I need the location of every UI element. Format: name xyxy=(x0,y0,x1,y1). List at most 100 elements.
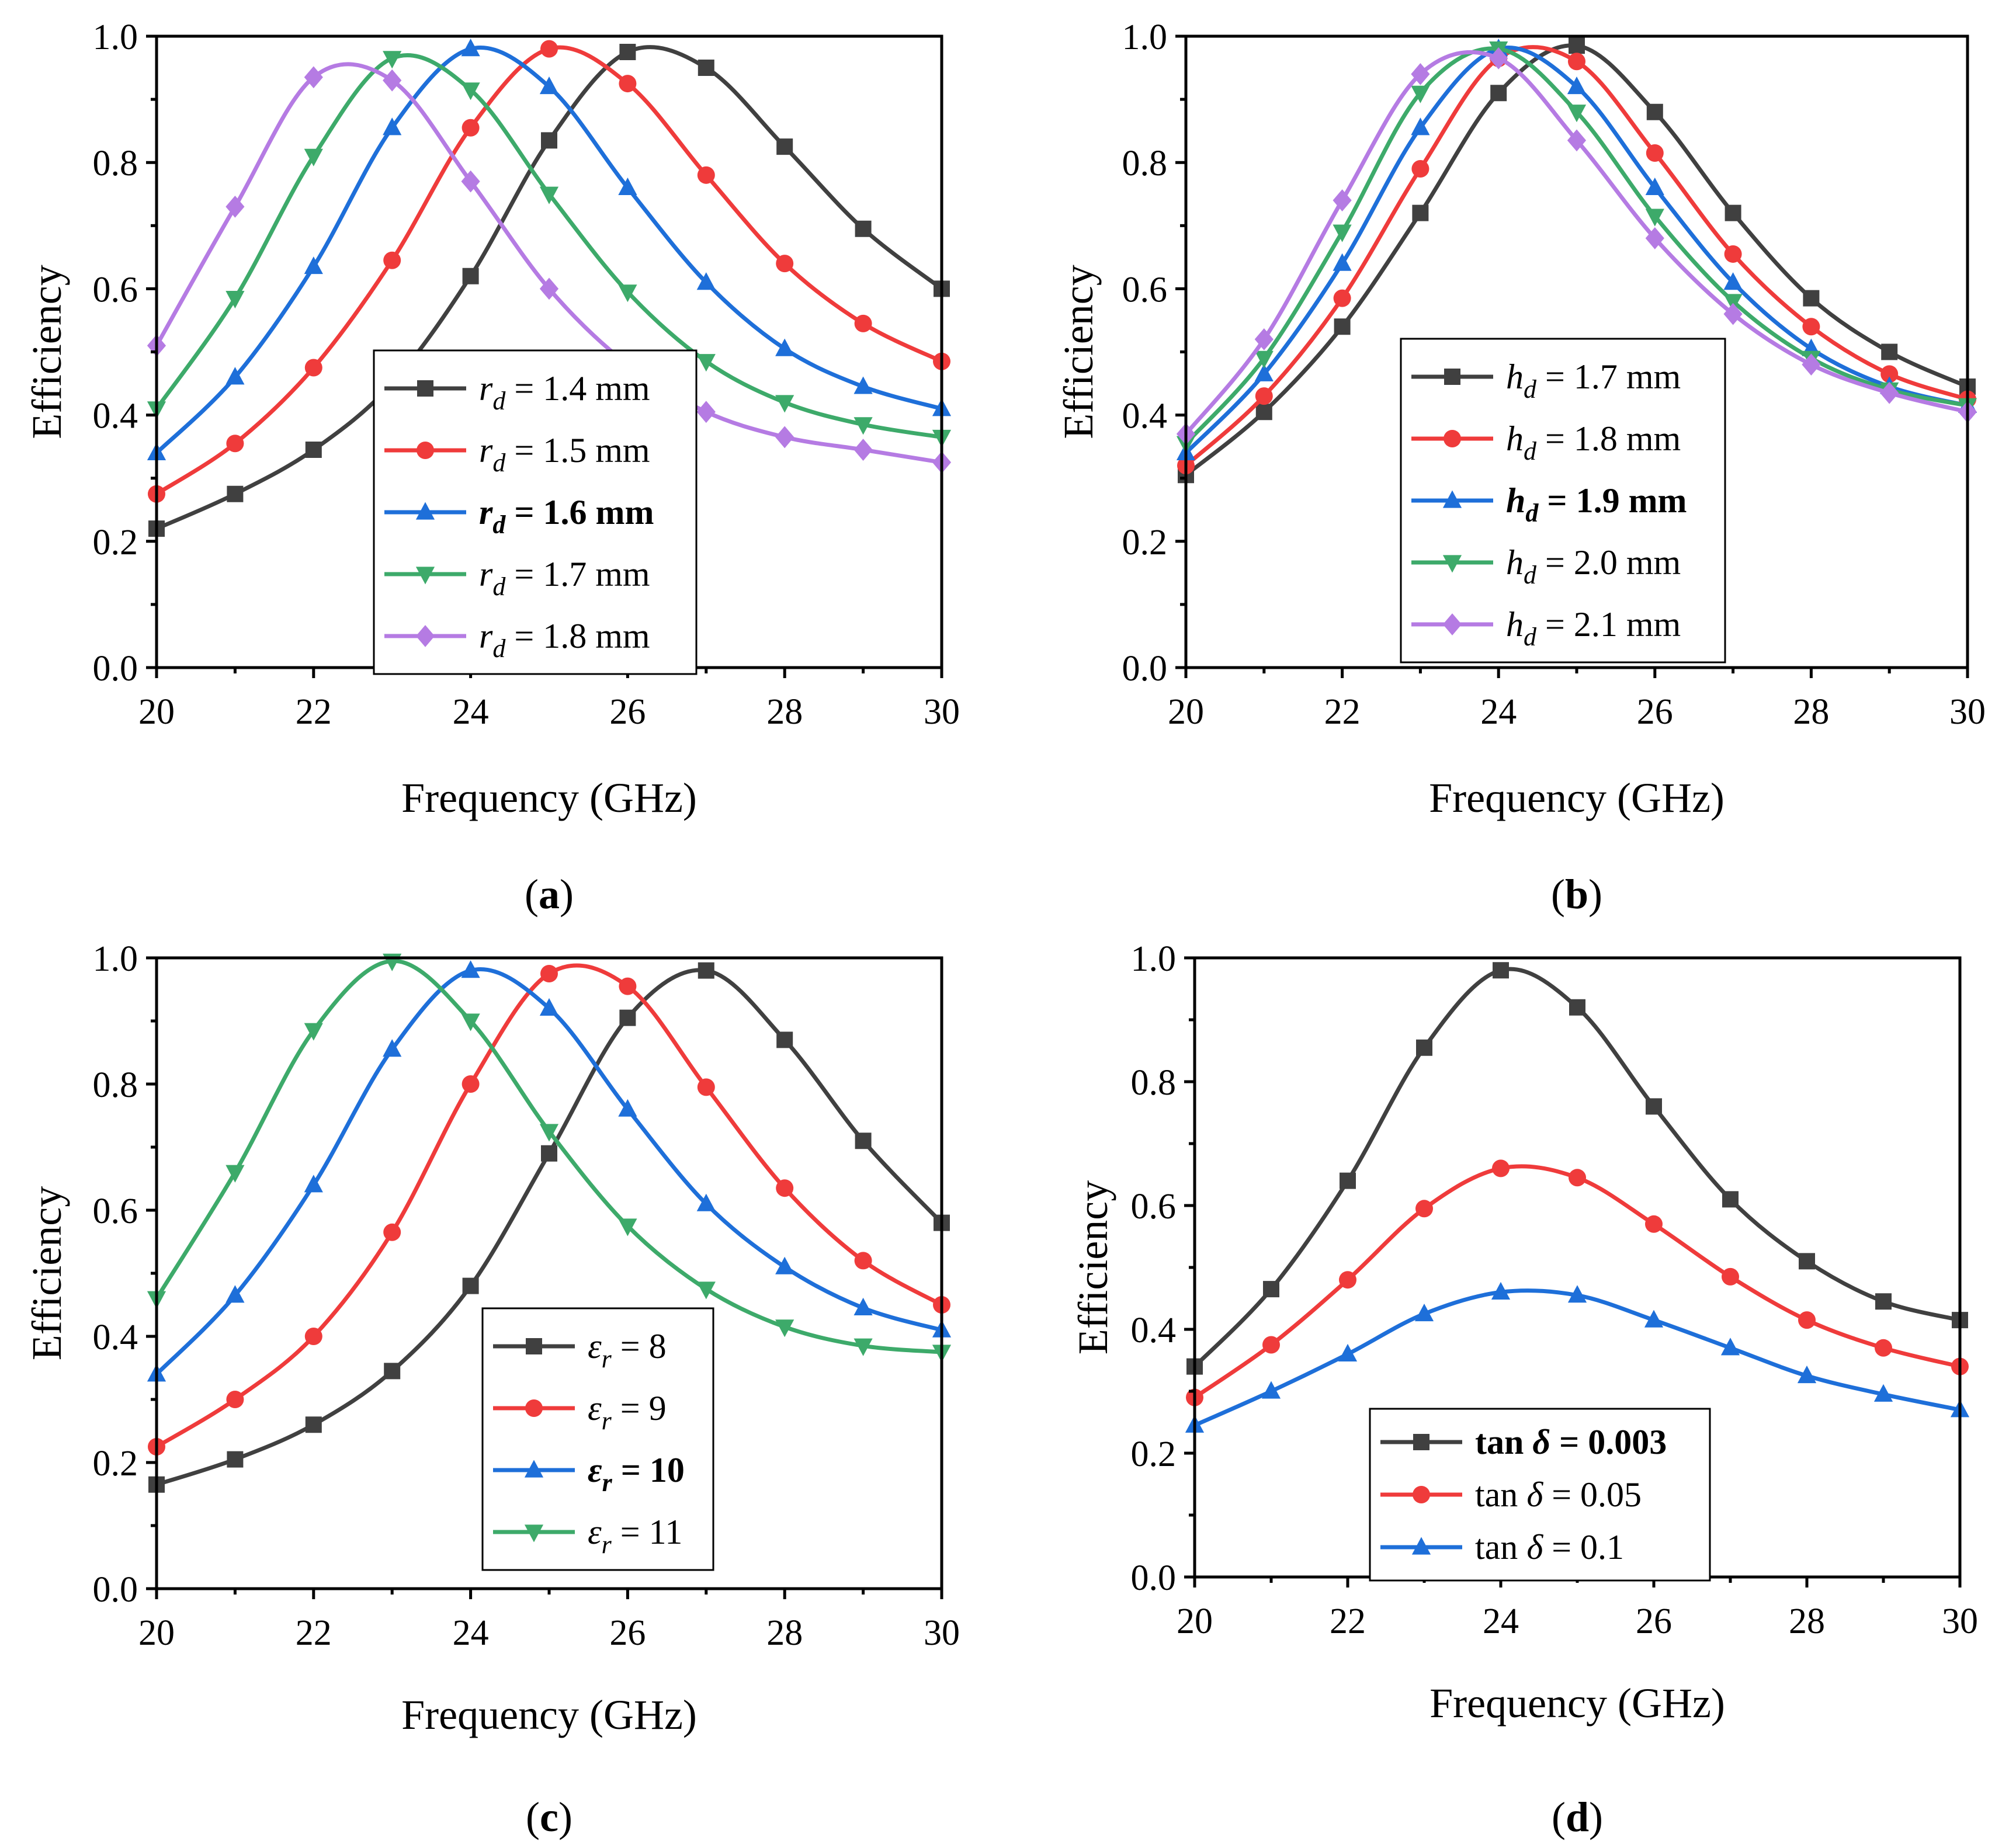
data-point xyxy=(1567,105,1587,123)
data-point xyxy=(1569,1169,1586,1187)
x-axis-title: Frequency (GHz) xyxy=(1429,774,1725,821)
data-point xyxy=(225,367,245,385)
data-point xyxy=(618,1099,637,1117)
data-point xyxy=(462,1277,479,1294)
legend-entry-2: tan δ = 0.05 xyxy=(1475,1475,1642,1514)
data-point xyxy=(1333,289,1351,307)
data-point xyxy=(1645,227,1664,249)
data-point xyxy=(1415,1200,1433,1218)
data-point xyxy=(1875,1293,1892,1310)
data-point xyxy=(696,354,716,372)
data-point xyxy=(461,170,480,193)
data-point xyxy=(225,291,245,309)
data-point xyxy=(227,1451,244,1468)
data-point xyxy=(1567,129,1587,152)
legend-entry-1: εr = 8 xyxy=(588,1327,667,1373)
legend: tan δ = 0.003 tan δ = 0.05 tan δ = 0.1 xyxy=(1369,1408,1711,1582)
x-tick-label: 24 xyxy=(453,1613,489,1653)
x-tick-label: 22 xyxy=(1330,1602,1366,1641)
data-point xyxy=(541,1145,557,1162)
y-tick-label: 1.0 xyxy=(93,939,138,979)
data-point xyxy=(619,44,636,61)
legend-marker xyxy=(415,567,435,585)
data-point xyxy=(462,119,480,137)
y-tick-label: 0.6 xyxy=(93,270,138,310)
x-tick-label: 28 xyxy=(766,1613,803,1653)
data-point xyxy=(1881,343,1898,360)
y-tick-label: 0.0 xyxy=(1122,649,1168,689)
x-tick-label: 20 xyxy=(1168,692,1204,732)
data-point xyxy=(1411,117,1430,136)
x-tick-label: 20 xyxy=(138,692,175,732)
legend-marker xyxy=(1444,430,1461,447)
x-tick-label: 30 xyxy=(1942,1602,1978,1641)
series-group xyxy=(1176,37,1977,484)
data-point xyxy=(304,1023,323,1041)
y-tick-label: 1.0 xyxy=(1131,939,1177,979)
data-point xyxy=(1492,1159,1510,1177)
data-point xyxy=(225,1285,245,1303)
x-tick-label: 30 xyxy=(1949,692,1986,732)
legend-entry-4: hd = 2.0 mm xyxy=(1506,543,1681,589)
legend-marker xyxy=(1413,1434,1429,1450)
data-point xyxy=(1491,1281,1511,1300)
x-tick-label: 22 xyxy=(296,692,332,732)
data-point xyxy=(225,1165,245,1183)
legend-marker xyxy=(526,1338,542,1354)
data-point xyxy=(227,485,244,502)
data-point xyxy=(1255,387,1273,405)
data-point xyxy=(1334,318,1351,335)
data-point xyxy=(1489,47,1508,70)
data-point xyxy=(618,1218,637,1236)
legend-entry-3: tan δ = 0.1 xyxy=(1475,1528,1624,1566)
legend-entry-1: hd = 1.7 mm xyxy=(1506,357,1681,404)
data-point xyxy=(776,255,794,273)
y-tick-label: 1.0 xyxy=(93,18,138,57)
panel-caption: (d) xyxy=(1552,1794,1603,1840)
data-point xyxy=(462,268,479,284)
data-point xyxy=(539,277,559,300)
data-point xyxy=(1569,37,1585,54)
data-point xyxy=(1875,1339,1892,1357)
legend-entry-2: εr = 9 xyxy=(588,1389,667,1435)
data-point xyxy=(305,442,322,458)
data-point xyxy=(776,138,793,155)
data-point xyxy=(619,75,637,93)
x-axis-title: Frequency (GHz) xyxy=(401,774,697,821)
x-tick-label: 26 xyxy=(609,1613,646,1653)
data-point xyxy=(539,186,559,204)
data-point xyxy=(1724,245,1742,263)
data-point xyxy=(1645,209,1664,227)
legend-marker xyxy=(417,380,433,397)
series-line-2 xyxy=(155,963,943,1448)
panel-caption: (a) xyxy=(525,871,574,918)
data-point xyxy=(1254,328,1274,350)
data-point xyxy=(1262,1336,1280,1354)
data-point xyxy=(1722,1191,1739,1208)
y-tick-label: 0.0 xyxy=(1131,1558,1177,1598)
data-point xyxy=(1411,85,1430,103)
data-point xyxy=(383,117,402,136)
legend-marker xyxy=(1442,490,1462,508)
data-point xyxy=(383,251,401,269)
legend-entry-2: hd = 1.8 mm xyxy=(1506,419,1681,466)
legend-marker xyxy=(1411,1537,1431,1555)
x-tick-label: 24 xyxy=(1483,1602,1519,1641)
y-tick-label: 0.6 xyxy=(93,1192,138,1231)
legend-entry-5: hd = 2.1 mm xyxy=(1506,605,1681,651)
data-point xyxy=(696,401,716,423)
y-tick-label: 0.2 xyxy=(93,1444,138,1484)
y-tick-label: 0.4 xyxy=(1122,397,1168,436)
x-tick-label: 24 xyxy=(453,692,489,732)
legend-entry-3: rd = 1.6 mm xyxy=(479,493,654,539)
data-point xyxy=(853,439,873,461)
data-point xyxy=(1802,318,1820,336)
y-tick-label: 0.8 xyxy=(93,144,138,183)
legend-entry-1: tan δ = 0.003 xyxy=(1475,1423,1667,1461)
data-point xyxy=(618,177,637,196)
data-point xyxy=(225,195,245,218)
y-tick-label: 0.2 xyxy=(1122,523,1168,562)
data-point xyxy=(1646,103,1663,120)
data-point xyxy=(1723,303,1743,325)
data-point xyxy=(696,272,716,290)
